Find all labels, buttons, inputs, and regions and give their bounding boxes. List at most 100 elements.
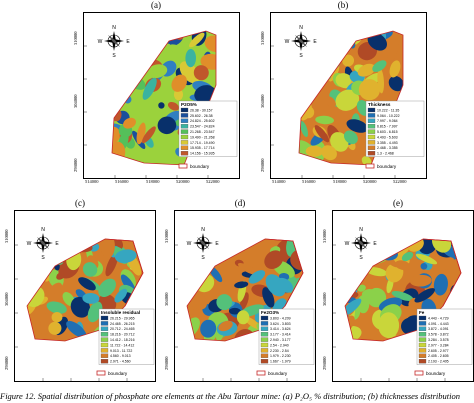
contour-zone [228, 307, 241, 315]
legend-swatch [180, 118, 189, 123]
contour-zone [169, 44, 184, 54]
contour-zone [433, 273, 448, 296]
contour-zone [321, 145, 337, 161]
legend-item-label: 18.216 - 20.712 [110, 333, 135, 337]
legend-swatch [180, 113, 189, 118]
legend-title: P2O5% [181, 102, 197, 107]
compass-e-label: E [215, 241, 219, 247]
mine-boundary-outline [422, 238, 462, 307]
boundary-swatch [256, 370, 266, 376]
north-arrow-icon: N S E W [345, 227, 378, 261]
boundary-label: boundary [190, 164, 210, 169]
legend-title: Fe [419, 310, 425, 315]
contour-zone [46, 301, 67, 314]
legend-item-label: 26.38 - 30.157 [190, 108, 213, 112]
legend-item-label: 3.578 - 3.872 [428, 333, 449, 337]
contour-zone [378, 312, 400, 339]
contour-zone [325, 31, 336, 38]
contour-zone [112, 70, 123, 94]
map-panel-a: (a) N S E W P2O5% 26.38 - 30.157 25.602 - 26.3… [68, 0, 243, 195]
contour-zone [158, 102, 165, 109]
legend-item-label: 9.064 - 10.222 [377, 114, 400, 118]
compass-s-label: S [41, 255, 45, 261]
contour-zone [171, 74, 187, 92]
contour-zone [313, 49, 338, 66]
contour-zone [343, 130, 358, 145]
y-tick-label: 304000 [164, 292, 169, 307]
contour-zone [299, 82, 309, 98]
legend-item-label: 5.603 - 6.815 [377, 130, 398, 134]
contour-zone [401, 317, 419, 335]
boundary-legend: boundary [178, 163, 210, 169]
panel-label-b: (b) [337, 0, 349, 10]
legend-item-label: 3.624 - 3.803 [270, 322, 291, 326]
compass-s-label: S [359, 255, 363, 261]
y-tick-label: 310000 [4, 229, 9, 244]
legend-item-label: 14.156 - 15.935 [190, 152, 215, 156]
contour-zone [142, 77, 157, 100]
contour-zone [200, 319, 217, 338]
legend-item-label: 1.667 - 1.979 [270, 360, 291, 364]
contour-zone [50, 282, 63, 294]
legend-swatch [260, 348, 269, 353]
contour-zone [189, 32, 205, 48]
legend-item-label: 2.605 - 2.977 [428, 349, 449, 353]
contour-zone [345, 254, 359, 273]
contour-zone [345, 273, 355, 289]
y-tick-label: 310000 [164, 229, 169, 244]
contour-zone [308, 51, 328, 72]
boundary-label: boundary [268, 371, 288, 376]
compass-n-label: N [299, 25, 303, 31]
mine-boundary-outline [111, 30, 217, 166]
contour-zone [365, 267, 388, 277]
north-arrow-icon: N S E W [187, 227, 220, 261]
legend-swatch [100, 326, 109, 331]
legend-swatch [367, 107, 376, 113]
contour-zone [299, 86, 316, 99]
boundary-legend: boundary [96, 370, 128, 376]
legend-swatch [260, 321, 269, 326]
contour-zone [314, 125, 330, 143]
map-panel-c: (c) N S E W Insoluble residual 26.215 - 29.96… [0, 198, 158, 390]
legend-swatch [260, 332, 269, 337]
legend-item-label: 19.490 - 21.268 [190, 135, 215, 139]
boundary-legend: boundary [414, 370, 446, 376]
legend-swatch [367, 145, 376, 150]
contour-zone [388, 75, 403, 92]
contour-zone [114, 249, 137, 264]
legend-item-label: 2.468 - 3.355 [377, 146, 398, 150]
boundary-swatch [414, 370, 424, 376]
x-tick-label: 522000 [206, 179, 220, 184]
x-tick-label: 514000 [85, 179, 99, 184]
contour-zone [218, 320, 233, 332]
y-tick-label: 298000 [260, 158, 265, 173]
mine-boundary-outline [298, 30, 404, 166]
legend-swatch [418, 332, 427, 337]
legend-swatch [367, 118, 376, 123]
legend-item-label: 6.815 - 7.997 [377, 125, 398, 129]
contour-zone [48, 321, 62, 335]
contour-zone [265, 274, 286, 297]
x-tick-label: 516000 [115, 179, 129, 184]
contour-zone [414, 288, 435, 303]
contour-zone [227, 239, 248, 248]
contour-zone [114, 288, 128, 303]
legend-item-label: 9.013 - 11.722 [110, 349, 132, 353]
contour-zone [123, 117, 136, 129]
map-panel-b: (b) N S E W Thickness 10.222 - 11.35 9.064 - 1… [255, 0, 430, 195]
legend-swatch [100, 359, 109, 364]
contour-zone [415, 253, 438, 265]
legend-swatch [367, 113, 376, 118]
contour-zone [342, 54, 355, 67]
x-tick-label: 518000 [333, 179, 347, 184]
legend-item-label: 4.560 - 9.013 [110, 354, 131, 358]
legend-item-label: 1.979 - 2.230 [270, 354, 291, 358]
legend-item-label: 2.54 - 2.940 [270, 343, 289, 347]
map-panel-d: (d) N S E W Fe2O3% 3.803 - 4.209 3.624 - 3.803… [160, 198, 318, 390]
y-tick-label: 310000 [260, 31, 265, 46]
compass-w-label: W [285, 39, 290, 45]
contour-zone [204, 35, 216, 53]
